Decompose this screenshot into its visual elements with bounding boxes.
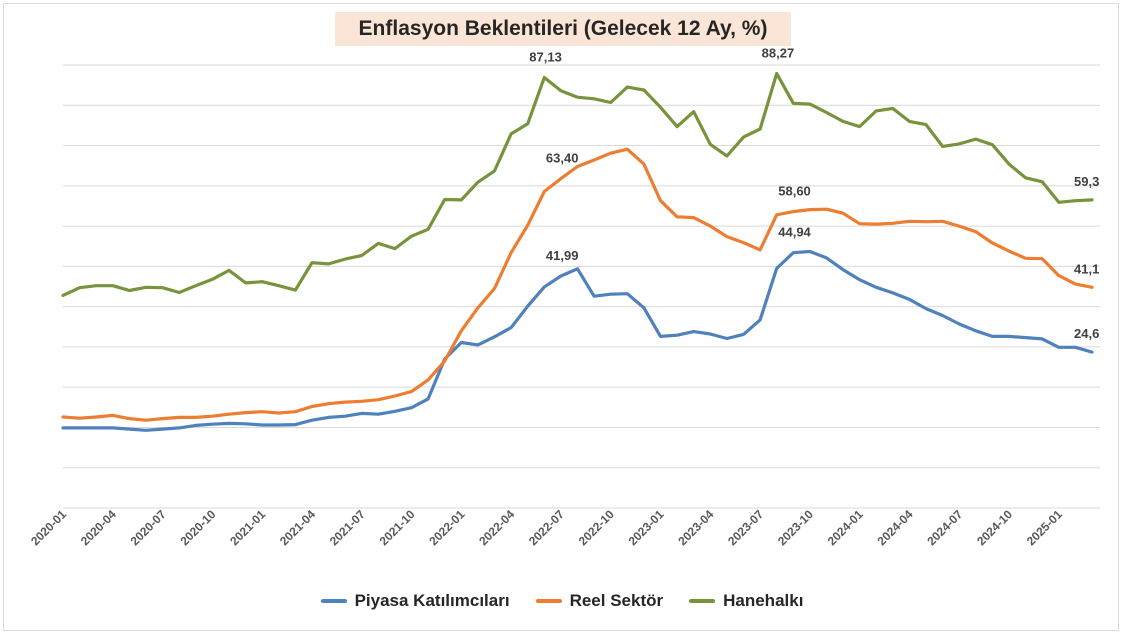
chart-frame bbox=[3, 3, 1119, 631]
x-tick-label: 2024-07 bbox=[924, 507, 965, 548]
x-tick-label: 2020-10 bbox=[177, 507, 218, 548]
legend-item-hanehalki: Hanehalkı bbox=[689, 591, 803, 611]
data-label: 88,27 bbox=[762, 45, 795, 60]
x-tick-label: 2023-04 bbox=[675, 507, 716, 548]
legend-label-hanehalki: Hanehalkı bbox=[723, 591, 804, 610]
legend-swatch-piyasa bbox=[320, 599, 347, 603]
data-label: 41,99 bbox=[546, 248, 579, 263]
legend-swatch-reel bbox=[535, 599, 562, 603]
series-line-1 bbox=[61, 147, 1094, 422]
data-label: 63,40 bbox=[546, 151, 579, 166]
x-tick-label: 2023-07 bbox=[725, 507, 766, 548]
data-label: 87,13 bbox=[529, 49, 562, 64]
data-label: 41,1 bbox=[1074, 261, 1099, 276]
legend: Piyasa Katılımcıları Reel Sektör Hanehal… bbox=[0, 591, 1124, 611]
x-tick-label: 2021-10 bbox=[377, 507, 418, 548]
x-tick-label: 2024-04 bbox=[875, 507, 916, 548]
x-tick-label: 2024-01 bbox=[825, 507, 866, 548]
legend-label-reel: Reel Sektör bbox=[569, 591, 664, 610]
x-tick-label: 2021-01 bbox=[227, 507, 268, 548]
x-tick-label: 2022-04 bbox=[476, 507, 517, 548]
data-label: 24,6 bbox=[1074, 326, 1099, 341]
x-tick-label: 2022-10 bbox=[576, 507, 617, 548]
x-tick-label: 2024-10 bbox=[974, 507, 1015, 548]
legend-item-reel: Reel Sektör bbox=[535, 591, 664, 611]
legend-label-piyasa: Piyasa Katılımcıları bbox=[354, 591, 510, 610]
chart-title-box: Enflasyon Beklentileri (Gelecek 12 Ay, %… bbox=[335, 12, 791, 46]
x-tick-label: 2025-01 bbox=[1024, 507, 1065, 548]
x-tick-label: 2020-07 bbox=[128, 507, 169, 548]
x-tick-label: 2020-04 bbox=[78, 507, 119, 548]
series-line-2 bbox=[61, 71, 1094, 297]
x-tick-label: 2021-04 bbox=[277, 507, 318, 548]
x-tick-label: 2023-10 bbox=[775, 507, 816, 548]
chart-title: Enflasyon Beklentileri (Gelecek 12 Ay, %… bbox=[358, 17, 768, 40]
data-label: 59,3 bbox=[1074, 174, 1099, 189]
series-line-0 bbox=[61, 249, 1094, 432]
legend-swatch-hanehalki bbox=[689, 599, 716, 603]
x-tick-label: 2021-07 bbox=[327, 507, 368, 548]
legend-item-piyasa: Piyasa Katılımcıları bbox=[320, 591, 510, 611]
x-tick-label: 2022-01 bbox=[426, 507, 467, 548]
x-tick-label: 2020-01 bbox=[28, 507, 69, 548]
data-label: 58,60 bbox=[778, 184, 811, 199]
x-tick-label: 2023-01 bbox=[626, 507, 667, 548]
data-label: 44,94 bbox=[778, 225, 811, 240]
x-tick-label: 2022-07 bbox=[526, 507, 567, 548]
